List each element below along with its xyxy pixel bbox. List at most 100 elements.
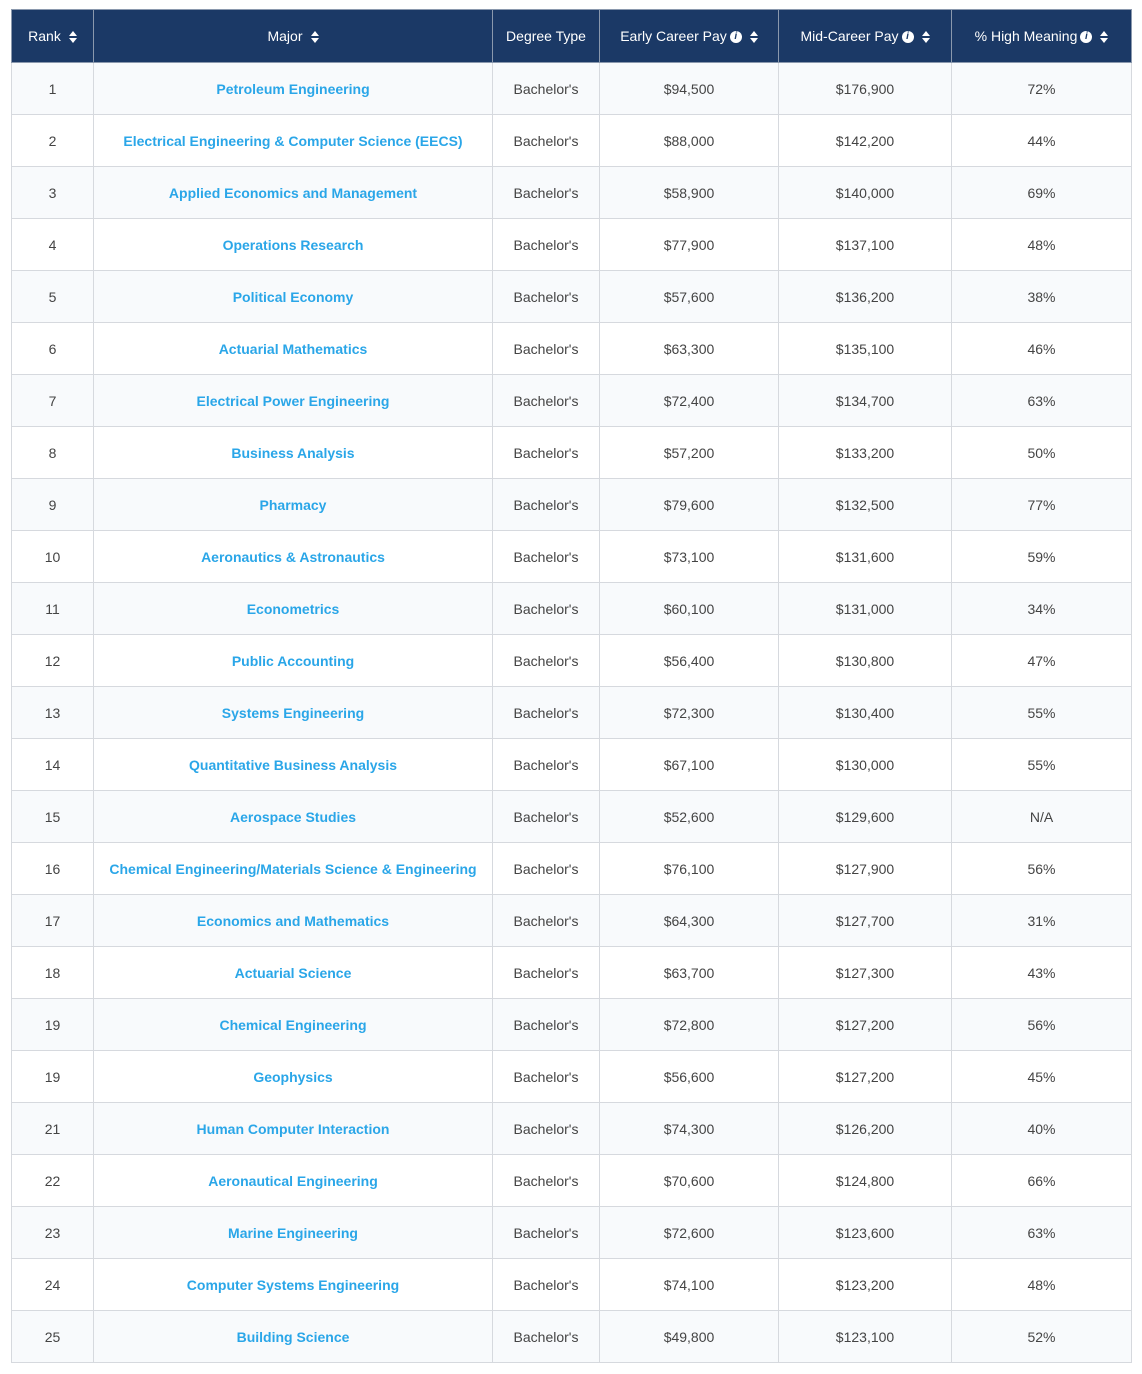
major-link[interactable]: Actuarial Mathematics	[218, 340, 368, 357]
high-meaning-cell: 56%	[951, 998, 1132, 1051]
high-meaning-cell: 56%	[1027, 860, 1056, 877]
mid-pay-cell: $130,400	[778, 686, 952, 739]
high-meaning-cell: 69%	[1027, 184, 1056, 201]
major-link[interactable]: Operations Research	[222, 236, 364, 253]
major-link[interactable]: Econometrics	[246, 600, 340, 617]
high-meaning-cell: 44%	[1027, 132, 1056, 149]
major-link[interactable]: Aeronautics & Astronautics	[201, 548, 385, 565]
major-link[interactable]: Electrical Engineering & Computer Scienc…	[123, 132, 463, 149]
info-icon[interactable]: i	[729, 31, 742, 44]
major-link[interactable]: Quantitative Business Analysis	[189, 756, 397, 773]
rank-cell: 5	[11, 270, 94, 323]
degree-cell: Bachelor's	[513, 132, 579, 149]
major-link[interactable]: Electrical Power Engineering	[196, 392, 390, 409]
high-meaning-cell: 69%	[951, 166, 1132, 219]
header-major-label: Major	[267, 28, 303, 44]
mid-pay-cell: $126,200	[778, 1102, 952, 1155]
major-link[interactable]: Aeronautical Engineering	[208, 1172, 378, 1189]
header-major[interactable]: Major	[93, 9, 493, 63]
degree-cell: Bachelor's	[513, 600, 579, 617]
mid-pay-cell: $123,600	[778, 1206, 952, 1259]
major-cell: Economics and Mathematics	[93, 894, 493, 947]
major-link[interactable]: Aerospace Studies	[229, 808, 357, 825]
table-row: 21 Human Computer Interaction Bachelor's $7…	[11, 1102, 1132, 1155]
early-pay-cell: $72,300	[663, 704, 715, 721]
major-cell: Actuarial Mathematics	[93, 322, 493, 375]
early-pay-cell: $64,300	[599, 894, 779, 947]
rank-cell: 3	[48, 184, 57, 201]
mid-pay-cell: $134,700	[778, 374, 952, 427]
major-link[interactable]: Geophysics	[253, 1068, 333, 1085]
degree-cell: Bachelor's	[492, 1206, 600, 1259]
high-meaning-cell: 48%	[1027, 1276, 1056, 1293]
sort-icon[interactable]	[310, 31, 319, 44]
major-link[interactable]: Marine Engineering	[228, 1224, 358, 1241]
major-link[interactable]: Chemical Engineering	[219, 1016, 367, 1033]
table-row: 1 Petroleum Engineering Bachelor's $94,500 $…	[11, 62, 1132, 115]
header-degree-type: Degree Type	[492, 9, 600, 63]
sort-icon[interactable]	[749, 31, 758, 44]
mid-pay-cell: $124,800	[835, 1172, 895, 1189]
rank-cell: 13	[11, 686, 94, 739]
sort-icon[interactable]	[921, 31, 930, 44]
major-link[interactable]: Actuarial Science	[234, 964, 352, 981]
sort-icon[interactable]	[1100, 31, 1109, 44]
major-link[interactable]: Political Economy	[232, 288, 354, 305]
mid-pay-cell: $133,200	[835, 444, 895, 461]
mid-pay-cell: $137,100	[778, 218, 952, 271]
major-cell: Aeronautics & Astronautics	[93, 530, 493, 583]
mid-pay-cell: $126,200	[835, 1120, 895, 1137]
mid-pay-cell: $127,300	[778, 946, 952, 999]
sort-icon[interactable]	[68, 31, 77, 44]
major-link[interactable]: Chemical Engineering/Materials Science &…	[109, 860, 477, 877]
high-meaning-cell: 63%	[1027, 1224, 1056, 1241]
major-link[interactable]: Computer Systems Engineering	[186, 1276, 400, 1293]
early-pay-cell: $77,900	[599, 218, 779, 271]
high-meaning-cell: 77%	[951, 478, 1132, 531]
header-rank[interactable]: Rank	[11, 9, 94, 63]
major-link[interactable]: Public Accounting	[231, 652, 355, 669]
high-meaning-cell: N/A	[1029, 808, 1054, 825]
major-link[interactable]: Petroleum Engineering	[216, 80, 370, 97]
early-pay-cell: $76,100	[599, 842, 779, 895]
degree-cell: Bachelor's	[492, 530, 600, 583]
major-link[interactable]: Business Analysis	[231, 444, 355, 461]
high-meaning-cell: 48%	[951, 1258, 1132, 1311]
info-icon[interactable]: i	[901, 31, 914, 44]
rank-cell: 24	[11, 1258, 94, 1311]
rank-cell: 6	[48, 340, 57, 357]
major-link[interactable]: Applied Economics and Management	[168, 184, 418, 201]
major-link[interactable]: Building Science	[236, 1328, 350, 1345]
rank-cell: 13	[44, 704, 61, 721]
high-meaning-cell: 55%	[951, 738, 1132, 791]
early-pay-cell: $58,900	[599, 166, 779, 219]
degree-cell: Bachelor's	[492, 1154, 600, 1207]
degree-cell: Bachelor's	[513, 548, 579, 565]
major-cell: Quantitative Business Analysis	[93, 738, 493, 791]
mid-pay-cell: $131,600	[778, 530, 952, 583]
rank-cell: 2	[48, 132, 57, 149]
major-cell: Chemical Engineering	[93, 998, 493, 1051]
early-pay-cell: $67,100	[663, 756, 715, 773]
rank-cell: 18	[11, 946, 94, 999]
degree-cell: Bachelor's	[513, 1224, 579, 1241]
major-cell: Pharmacy	[93, 478, 493, 531]
header-early-pay[interactable]: Early Career Pay i	[599, 9, 779, 63]
mid-pay-cell: $131,000	[778, 582, 952, 635]
table-row: 22 Aeronautical Engineering Bachelor's $70,…	[11, 1154, 1132, 1207]
header-high-meaning[interactable]: % High Meaning i	[951, 9, 1132, 63]
mid-pay-cell: $132,500	[835, 496, 895, 513]
degree-cell: Bachelor's	[513, 444, 579, 461]
high-meaning-cell: 72%	[951, 62, 1132, 115]
major-link[interactable]: Pharmacy	[259, 496, 327, 513]
major-link[interactable]: Human Computer Interaction	[196, 1120, 390, 1137]
mid-pay-cell: $127,200	[778, 998, 952, 1051]
major-link[interactable]: Economics and Mathematics	[196, 912, 390, 929]
high-meaning-cell: 55%	[1027, 704, 1056, 721]
high-meaning-cell: 31%	[951, 894, 1132, 947]
high-meaning-cell: 52%	[951, 1310, 1132, 1363]
major-link[interactable]: Systems Engineering	[221, 704, 365, 721]
info-icon[interactable]: i	[1080, 31, 1093, 44]
header-mid-pay[interactable]: Mid-Career Pay i	[778, 9, 952, 63]
rank-cell: 9	[48, 496, 57, 513]
